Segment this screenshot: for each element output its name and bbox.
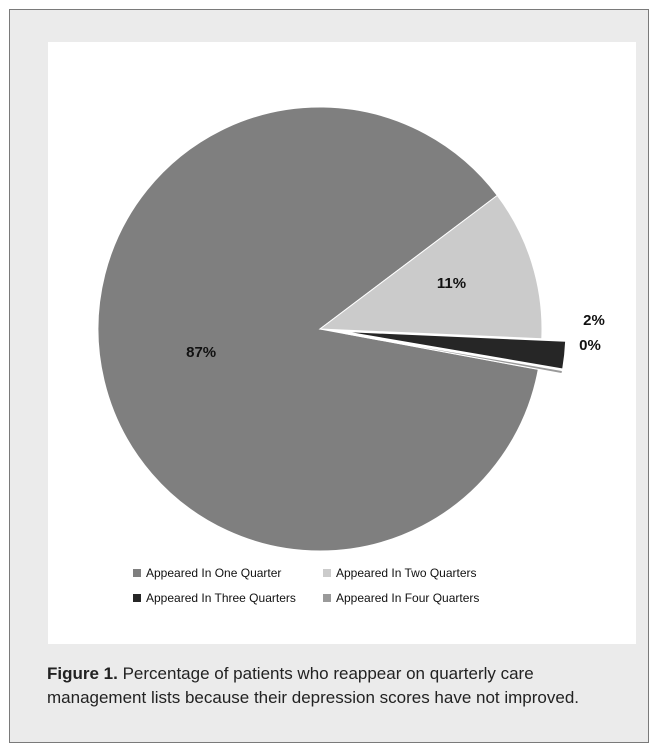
legend-swatch-two-quarters xyxy=(323,569,331,577)
legend-label-four-quarters: Appeared In Four Quarters xyxy=(336,591,479,605)
data-label-four-quarters: 0% xyxy=(579,337,601,354)
caption-label: Figure 1. xyxy=(47,664,118,683)
data-label-three-quarters: 2% xyxy=(583,312,605,329)
legend-swatch-four-quarters xyxy=(323,594,331,602)
pie-slice-four-quarters xyxy=(343,332,564,375)
figure-caption: Figure 1. Percentage of patients who rea… xyxy=(47,662,607,710)
pie-slice-one-quarter xyxy=(97,106,539,552)
pie-chart: 87% 11% 2% 0% Appeared In One Quarter Appeare… xyxy=(97,106,605,605)
pie-slice-three-quarters xyxy=(343,331,567,370)
legend-swatch-one-quarter xyxy=(133,569,141,577)
figure-box: 87% 11% 2% 0% Appeared In One Quarter Appeare… xyxy=(9,9,649,743)
legend-swatch-three-quarters xyxy=(133,594,141,602)
legend-label-two-quarters: Appeared In Two Quarters xyxy=(336,566,477,580)
chart-area: 87% 11% 2% 0% Appeared In One Quarter Appeare… xyxy=(48,42,636,644)
data-label-two-quarters: 11% xyxy=(437,275,466,292)
legend-label-three-quarters: Appeared In Three Quarters xyxy=(146,591,296,605)
caption-text: Percentage of patients who reappear on q… xyxy=(47,664,580,707)
data-label-one-quarter: 87% xyxy=(186,344,216,361)
legend-label-one-quarter: Appeared In One Quarter xyxy=(146,566,281,580)
pie-slice-two-quarters xyxy=(318,194,543,340)
